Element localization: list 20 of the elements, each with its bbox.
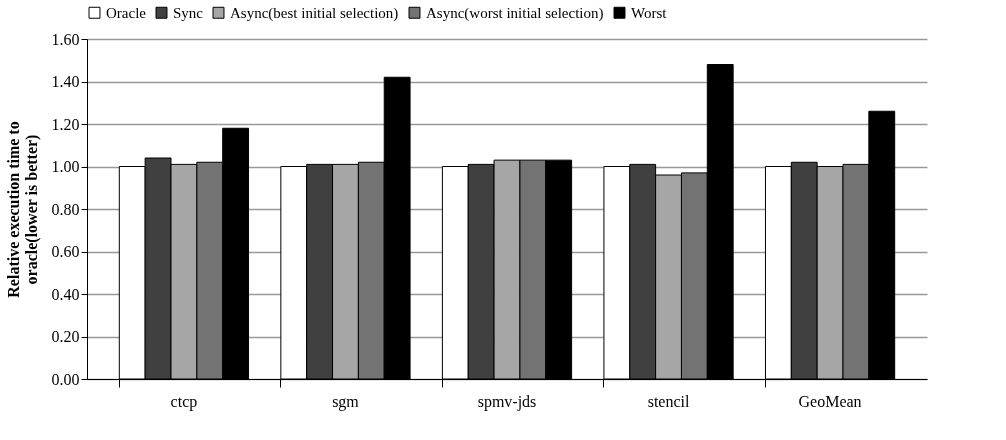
y-tick-label: 0.00 <box>51 370 80 388</box>
y-tick-label: 1.00 <box>51 158 80 175</box>
y-tick-label: 1.20 <box>51 115 80 133</box>
y-tick-label: 0.20 <box>51 328 80 345</box>
legend-label: Worst <box>631 4 668 21</box>
x-tick-label: sgm <box>332 392 360 411</box>
y-tick-label: 1.60 <box>51 30 80 48</box>
y-tick-label: 0.80 <box>51 200 80 218</box>
x-tick-label: ctcp <box>170 392 198 411</box>
legend-label: Async(best initial selection) <box>230 4 399 22</box>
x-tick-label: GeoMean <box>798 392 862 410</box>
legend-label: Oracle <box>106 4 147 21</box>
y-tick-label: 1.40 <box>51 73 80 90</box>
legend-label: Sync <box>173 4 204 21</box>
y-axis-title: Relative execution time to oracle(lower is better) <box>4 121 41 298</box>
x-tick-label: spmv-jds <box>477 392 537 411</box>
y-tick-label: 0.40 <box>51 285 80 303</box>
y-tick-label: 0.60 <box>51 243 80 260</box>
legend-label: Async(worst initial selection) <box>426 4 604 22</box>
x-tick-label: stencil <box>647 392 690 410</box>
